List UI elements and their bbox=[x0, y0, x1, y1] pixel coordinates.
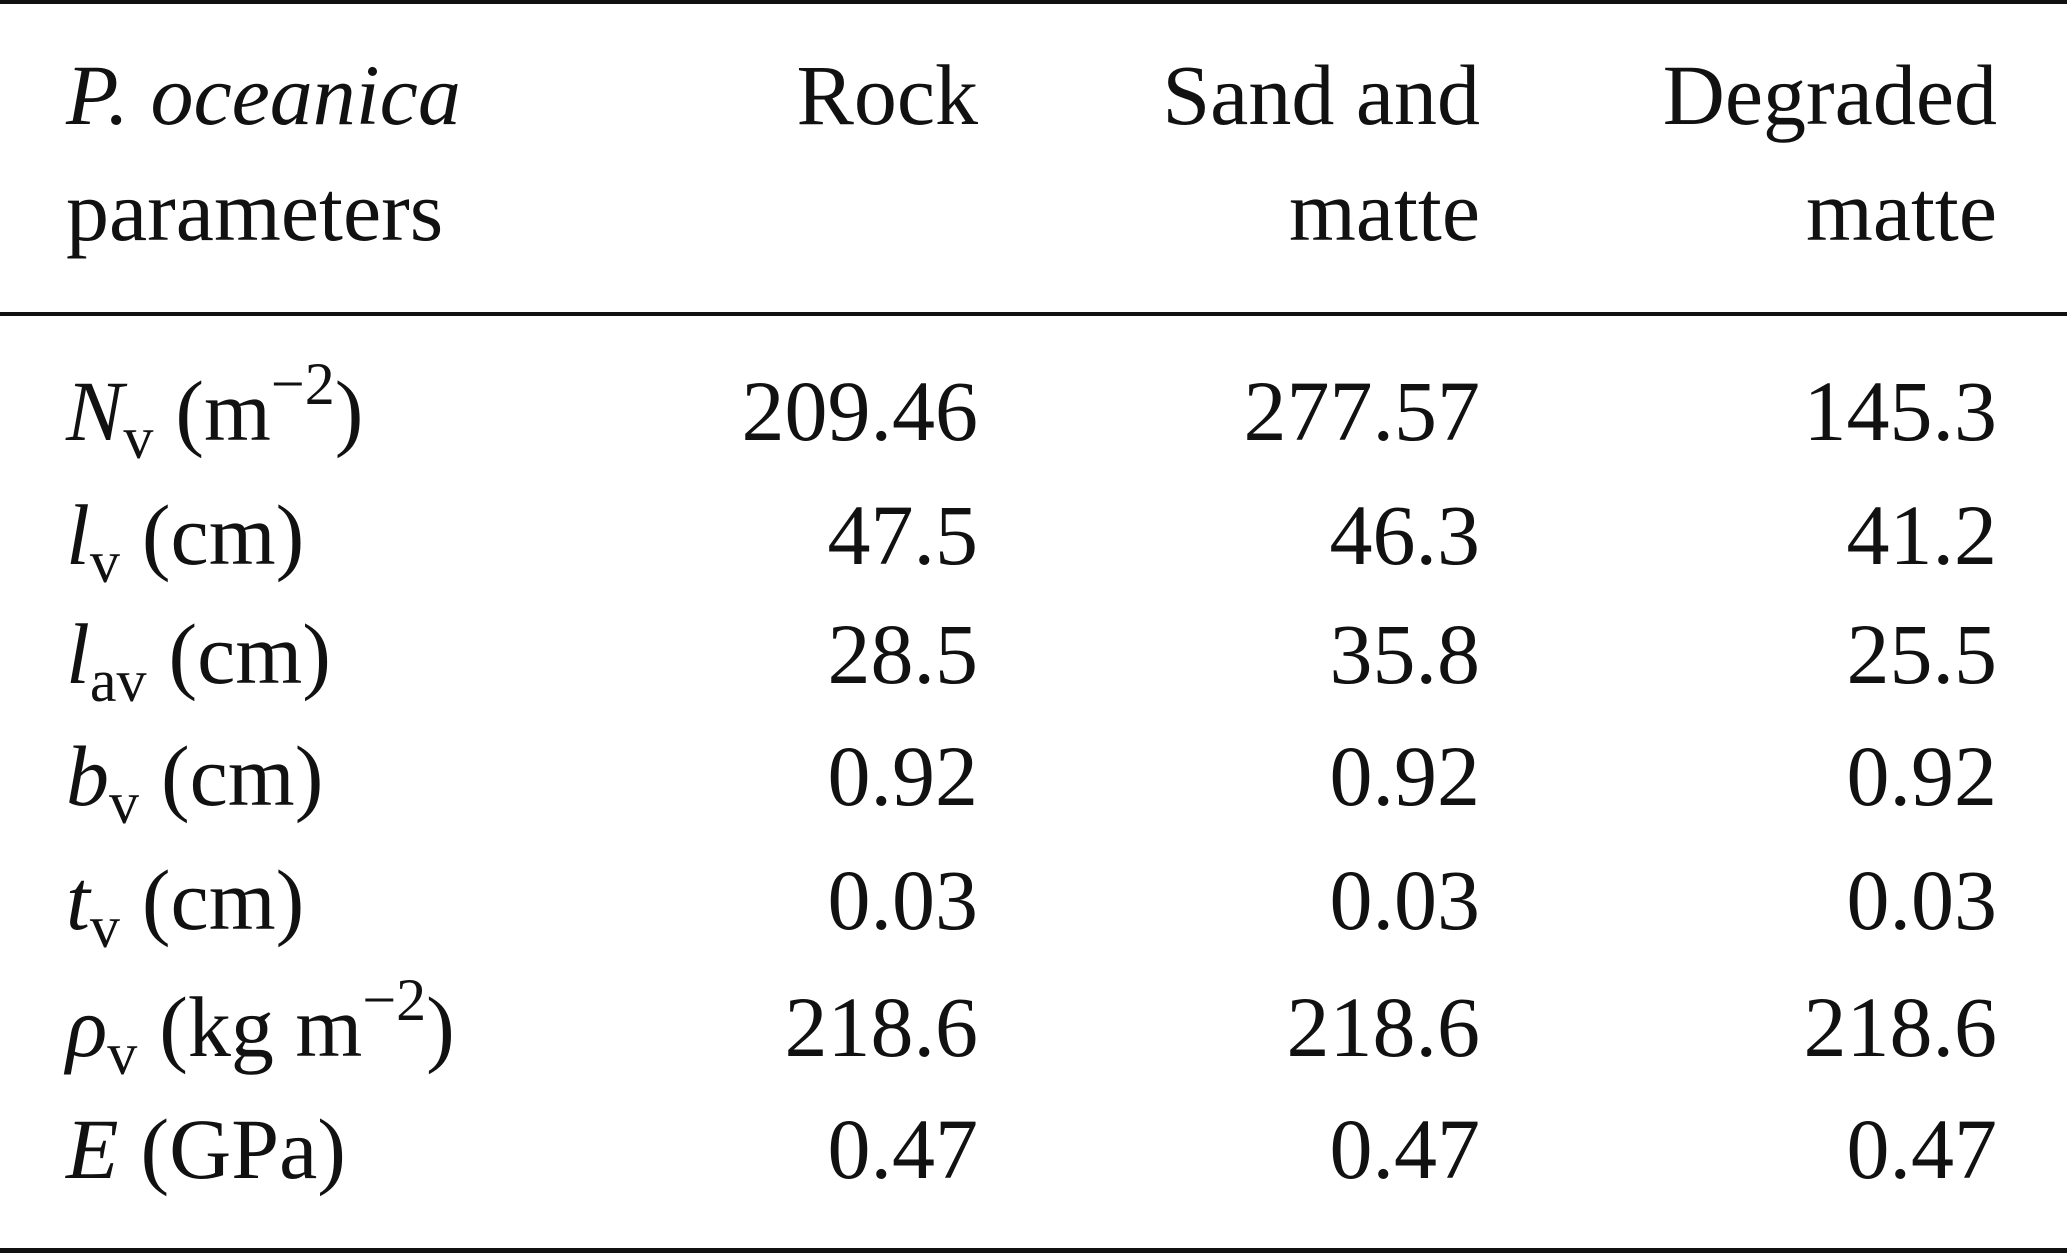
param-subscript: v bbox=[109, 770, 139, 836]
header-sand-line2: matte bbox=[1288, 163, 1480, 259]
cell-rock: 28.5 bbox=[827, 606, 979, 702]
cell-rock: 218.6 bbox=[784, 979, 979, 1075]
param-symbol: l bbox=[66, 487, 90, 583]
unit-close: ) bbox=[426, 979, 455, 1075]
param-symbol: E bbox=[66, 1101, 119, 1197]
cell-sand: 46.3 bbox=[1329, 487, 1481, 583]
cell-rock: 209.46 bbox=[741, 363, 979, 459]
cell-degraded: 41.2 bbox=[1846, 487, 1998, 583]
cell-rock: 47.5 bbox=[827, 487, 979, 583]
cell-sand: 0.92 bbox=[1329, 728, 1481, 824]
header-rule bbox=[0, 312, 2067, 316]
bottom-rule bbox=[0, 1248, 2067, 1253]
row-label-e: E (GPa) bbox=[66, 1106, 346, 1192]
param-unit: (cm) bbox=[141, 487, 305, 583]
cell-degraded: 0.47 bbox=[1846, 1101, 1998, 1197]
cell-rock: 0.92 bbox=[827, 728, 979, 824]
unit-exponent: −2 bbox=[362, 967, 427, 1033]
unit-close: ) bbox=[334, 363, 364, 459]
param-symbol: b bbox=[66, 728, 109, 824]
param-symbol: N bbox=[66, 363, 124, 459]
row-label-nv: Nv (m−2) bbox=[66, 354, 363, 468]
param-subscript: av bbox=[89, 648, 147, 714]
cell-degraded: 145.3 bbox=[1803, 363, 1998, 459]
param-unit: (cm) bbox=[168, 606, 331, 702]
row-label-tv: tv (cm) bbox=[66, 857, 304, 957]
param-unit: (m bbox=[175, 363, 271, 459]
cell-rock: 0.03 bbox=[827, 852, 979, 948]
param-subscript: v bbox=[89, 894, 120, 960]
param-symbol: t bbox=[66, 852, 90, 948]
header-degraded-line2: matte bbox=[1805, 163, 1997, 259]
top-rule bbox=[0, 0, 2067, 4]
cell-rock: 0.47 bbox=[827, 1101, 979, 1197]
param-unit: (kg m bbox=[159, 979, 363, 1075]
param-subscript: v bbox=[123, 405, 154, 471]
cell-degraded: 218.6 bbox=[1803, 979, 1998, 1075]
cell-sand: 35.8 bbox=[1329, 606, 1481, 702]
header-param-line2: parameters bbox=[66, 163, 444, 259]
cell-sand: 218.6 bbox=[1286, 979, 1481, 1075]
cell-degraded: 0.03 bbox=[1846, 852, 1998, 948]
unit-exponent: −2 bbox=[270, 351, 335, 417]
cell-sand: 277.57 bbox=[1243, 363, 1481, 459]
cell-degraded: 25.5 bbox=[1846, 606, 1998, 702]
param-unit: (cm) bbox=[141, 852, 305, 948]
param-symbol: ρ bbox=[66, 979, 108, 1075]
header-param-line1: P. oceanica bbox=[66, 47, 461, 143]
header-rock: Rock bbox=[796, 47, 978, 143]
param-unit: (GPa) bbox=[140, 1101, 346, 1197]
param-unit: (cm) bbox=[161, 728, 324, 824]
cell-sand: 0.03 bbox=[1329, 852, 1481, 948]
row-label-rhov: ρv (kg m−2) bbox=[66, 970, 455, 1084]
row-label-bv: bv (cm) bbox=[66, 733, 323, 833]
header-degraded-line1: Degraded bbox=[1662, 47, 1997, 143]
cell-sand: 0.47 bbox=[1329, 1101, 1481, 1197]
cell-degraded: 0.92 bbox=[1846, 728, 1998, 824]
row-label-lav: lav (cm) bbox=[66, 611, 331, 711]
row-label-lv: lv (cm) bbox=[66, 492, 304, 592]
param-subscript: v bbox=[107, 1021, 138, 1087]
header-sand-line1: Sand and bbox=[1162, 47, 1480, 143]
param-symbol: l bbox=[66, 606, 90, 702]
param-subscript: v bbox=[89, 529, 120, 595]
